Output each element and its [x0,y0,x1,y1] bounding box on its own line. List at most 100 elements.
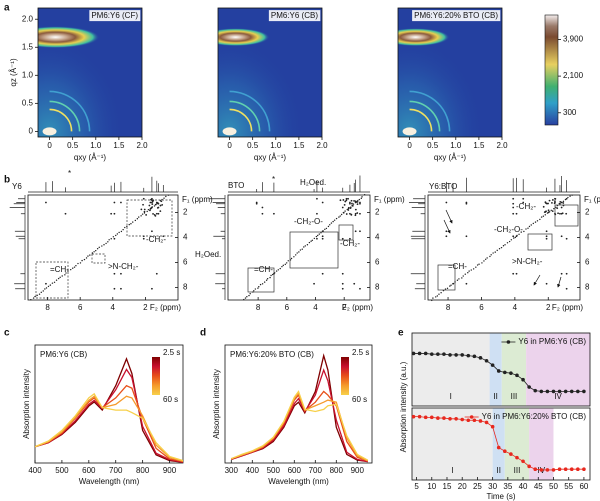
cross-peak [565,197,568,200]
annotation: >N-CH₂- [108,262,139,271]
legend-label: Y6 in PM6:Y6:20% BTO (CB) [482,412,587,421]
diagonal-dot [310,240,312,242]
kinetic-point [429,352,434,356]
diagonal-dot [358,198,361,201]
diagonal-dot [269,276,271,279]
cross-peak [359,287,361,290]
annotation: -CH₂- [146,235,166,244]
y-tick-label: 4 [585,233,590,242]
diagonal-dot [70,268,72,271]
annotation: -CH₂-O- [494,225,523,234]
cross-peak [349,237,351,240]
kinetic-point [442,416,446,420]
diagonal-dot [490,254,492,256]
cross-peak [545,237,548,240]
cross-peak [154,203,157,206]
cross-peak [157,212,160,215]
diagonal-dot [335,217,338,220]
stage-label: II [493,392,497,401]
panel-title: PM6:Y6 (CF) [91,11,138,20]
diagonal-dot [483,260,485,262]
diagonal-dot [332,220,334,223]
cross-peak [560,272,563,275]
cross-peak [354,208,357,211]
cross-peak [551,201,553,204]
stage-label: III [514,466,521,475]
cross-peak [359,212,361,215]
y-tick-label: 4 [375,233,380,242]
arrow [557,276,562,288]
cross-peak [113,287,116,290]
cross-peak [261,206,264,209]
cross-peak [45,201,47,204]
cross-peak [113,212,116,215]
frame [37,7,143,138]
diagonal-dot [295,254,297,256]
scattering-ring [229,108,253,132]
annotation: >N-CH₂- [512,257,543,266]
diagonal-dot [257,287,259,289]
x-tick-label: 300 [225,466,239,475]
diagonal-dot [153,205,156,207]
cross-peak [560,235,563,238]
stage-region [489,333,502,406]
kinetic-point [496,369,501,373]
x-axis-label: qxy (Å⁻¹) [74,153,107,162]
lamellar-peak [398,28,450,47]
cross-peak [342,211,345,214]
annotation: * [272,175,275,184]
legend-marker [469,415,474,419]
annotation: -CH₂- [340,239,360,248]
region-box [437,264,456,291]
x-tick-label: 2 [342,303,347,312]
diagonal-dot [449,285,451,287]
cross-peak [272,212,275,215]
diagonal-dot [498,248,501,250]
x-tick-label: 1.5 [473,141,485,150]
cross-peak [562,202,565,204]
x-tick-label: 35 [503,482,512,491]
diagonal-dot [475,266,477,268]
cross-peak [64,212,67,215]
diagonal-dot [492,252,494,254]
diagonal-dot [539,218,541,221]
kinetic-point [503,449,507,454]
cross-peak [149,201,152,204]
diagonal-dot [514,236,517,239]
beam-spot [222,127,237,136]
cross-peak [359,202,361,205]
cross-peak [339,199,342,202]
cross-peak [156,206,159,209]
cross-peak [341,237,344,240]
y-axis-label: F₁ (ppm) [584,195,600,204]
diagonal-dot [143,212,146,214]
diagonal-dot [528,225,531,228]
diagonal-dot [44,288,46,290]
cross-peak [350,213,353,216]
diagonal-dot [258,286,260,288]
diagonal-dot [542,215,545,217]
kinetic-point [448,417,452,421]
kinetic-point [533,388,538,393]
cross-peak [557,212,559,215]
x-tick-label: 1.5 [293,141,305,150]
spectrum-line [35,395,183,462]
kinetic-point [521,377,525,382]
y-axis-label: qz (Å⁻¹) [9,58,18,87]
kinetic-point [417,414,422,419]
diagonal-dot [38,293,41,295]
diagonal-dot [567,196,569,199]
diagonal-dot [324,228,326,231]
diagonal-dot [277,269,279,271]
cross-peak [354,214,357,217]
cross-peak [120,201,122,204]
kinetic-point [582,389,586,394]
diagonal-dot [506,242,509,244]
cross-peak [356,203,359,206]
stage-region [504,408,530,480]
diagonal-dot [464,273,466,275]
x-tick-label: 500 [55,466,69,475]
heatmap-image [398,8,502,137]
diagonal-dot [165,195,167,198]
cross-peak [445,230,448,233]
